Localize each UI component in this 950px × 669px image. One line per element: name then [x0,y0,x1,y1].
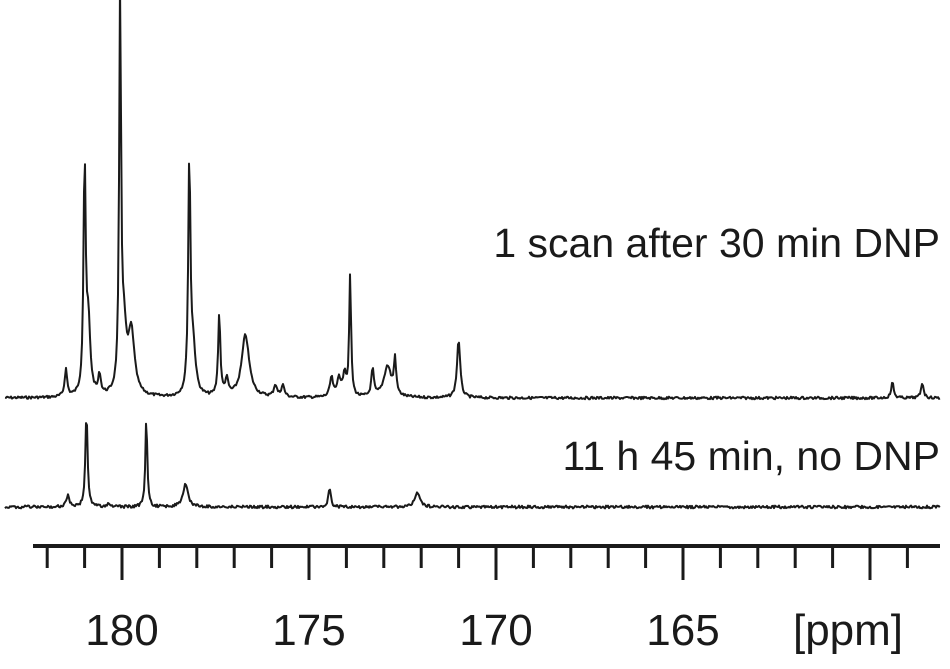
spectrum-trace-2 [4,422,941,510]
series-label-dnp: 1 scan after 30 min DNP [493,220,940,266]
series-label-no-dnp: 11 h 45 min, no DNP [562,433,940,479]
x-tick-label: 180 [85,606,158,655]
x-tick-label: 175 [272,606,345,655]
x-axis-unit-label: [ppm] [793,606,903,655]
x-tick-label: 170 [459,606,532,655]
x-axis: 180 175 170 165 [33,544,940,655]
spectrum-traces [4,0,941,510]
spectrum-trace-1 [4,0,941,401]
x-tick-label: 165 [646,606,719,655]
